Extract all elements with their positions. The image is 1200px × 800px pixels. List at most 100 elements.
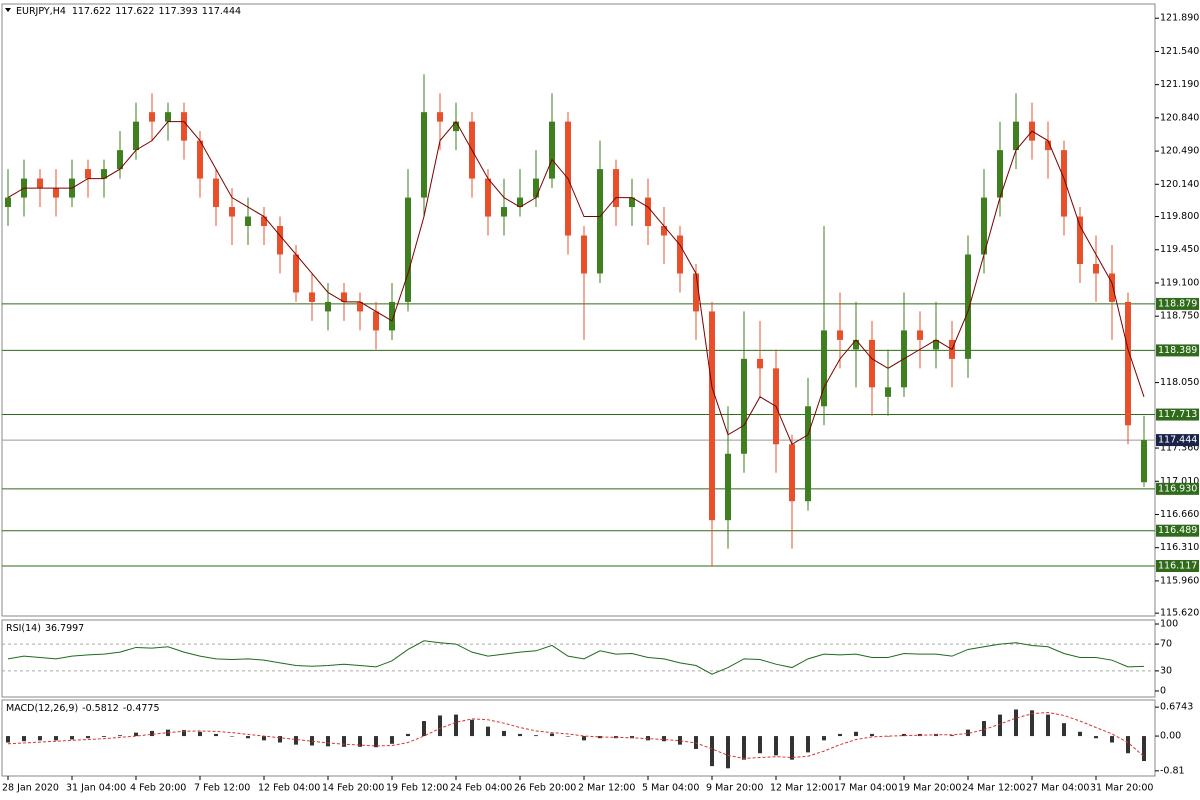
candle-body: [149, 112, 155, 122]
macd-bar: [710, 736, 714, 767]
rsi-line: [7, 640, 1145, 675]
x-tick-label: 12 Feb 04:00: [258, 783, 320, 794]
macd-bar: [486, 726, 490, 737]
x-tick-label: 26 Feb 20:00: [514, 783, 576, 794]
candle-body: [85, 169, 91, 179]
candle-body: [997, 150, 1003, 198]
macd-bar: [198, 731, 202, 737]
signal-line: [7, 711, 1145, 759]
candle-body: [1109, 273, 1115, 302]
macd-bar: [790, 736, 794, 760]
macd-bar: [102, 736, 106, 737]
indicator-name: MACD(12,26,9): [6, 703, 78, 714]
x-tick-label: 17 Mar 04:00: [834, 783, 897, 794]
candle-body: [917, 330, 923, 340]
x-tick-label: 28 Jan 2020: [2, 783, 59, 794]
x-tick-label: 14 Feb 20:00: [322, 783, 384, 794]
candle-body: [245, 216, 251, 227]
y-tick-label: 70: [1160, 639, 1172, 650]
macd-bar: [1126, 736, 1130, 754]
macd-bar: [902, 733, 906, 737]
y-tick-label: 119.100: [1160, 277, 1199, 288]
candle-body: [261, 216, 267, 227]
macd-bar: [886, 736, 890, 737]
macd-bar: [1062, 723, 1066, 737]
candle-body: [629, 197, 635, 208]
macd-bar: [342, 736, 346, 747]
macd-bar: [134, 732, 138, 737]
indicator-title: RSI(14) 36.7997: [6, 623, 84, 634]
macd-bar: [294, 736, 298, 745]
candle-body: [437, 112, 443, 122]
candle-body: [165, 112, 171, 122]
candle-body: [325, 301, 331, 312]
candle-body: [309, 292, 315, 302]
y-tick-label: 121.890: [1160, 13, 1199, 24]
macd-bar: [758, 736, 762, 754]
tenkan-line: [7, 120, 1145, 445]
candle-body: [101, 169, 107, 179]
candle-body: [293, 254, 299, 293]
macd-bar: [54, 736, 58, 741]
macd-bar: [358, 736, 362, 747]
level-label-box: [1156, 482, 1199, 495]
macd-bar: [1046, 714, 1050, 737]
macd-bar: [534, 735, 538, 737]
x-tick-label: 31 Mar 20:00: [1090, 783, 1153, 794]
macd-bar: [998, 714, 1002, 737]
candle-body: [229, 207, 235, 217]
y-tick-label: 116.660: [1160, 509, 1199, 520]
candle-body: [133, 121, 139, 151]
macd-bar: [822, 736, 826, 741]
x-tick-label: 24 Mar 12:00: [962, 783, 1025, 794]
y-tick-label: 115.620: [1160, 608, 1199, 619]
macd-bar: [806, 736, 810, 753]
x-tick-label: 5 Mar 04:00: [642, 783, 699, 794]
header-value: 117.444: [202, 6, 241, 17]
candle-body: [181, 112, 187, 141]
header-triangle: [5, 8, 11, 12]
x-tick-label: 4 Feb 20:00: [130, 783, 186, 794]
candle-body: [741, 358, 747, 454]
macd-bar: [230, 736, 234, 737]
macd-bar: [1014, 709, 1018, 737]
macd-bar: [1094, 736, 1098, 739]
level-label: 116.117: [1158, 560, 1197, 571]
candle-body: [533, 178, 539, 198]
level-label-box: [1156, 524, 1199, 537]
macd-bar: [470, 719, 474, 737]
macd-bar: [214, 733, 218, 737]
candle-body: [981, 197, 987, 255]
candle-body: [661, 226, 667, 236]
y-tick-label: 117.010: [1160, 476, 1199, 487]
candle-body: [1141, 440, 1147, 483]
candle-body: [549, 121, 555, 179]
x-tick-label: 12 Mar 12:00: [770, 783, 833, 794]
candle-body: [805, 406, 811, 502]
macd-bar: [374, 736, 378, 748]
candle-body: [405, 197, 411, 302]
candle-body: [1013, 121, 1019, 151]
candle-body: [5, 197, 11, 208]
macd-bar: [150, 730, 154, 737]
y-tick-label: 120.840: [1160, 112, 1199, 123]
candle-body: [1093, 263, 1099, 274]
level-label-box: [1156, 344, 1199, 357]
level-label: 117.713: [1158, 409, 1197, 420]
candle-body: [869, 339, 875, 388]
candle-body: [693, 273, 699, 312]
candle-body: [53, 188, 59, 198]
indicator-value: 36.7997: [45, 623, 84, 634]
macd-bar: [262, 736, 266, 741]
candle-body: [645, 197, 651, 227]
y-tick-label: 121.540: [1160, 46, 1199, 57]
macd-bar: [854, 731, 858, 737]
macd-bar: [838, 733, 842, 737]
y-tick-label: 119.450: [1160, 244, 1199, 255]
macd-bar: [1030, 710, 1034, 737]
macd-bar: [22, 736, 26, 742]
x-tick-label: 27 Mar 04:00: [1026, 783, 1089, 794]
macd-bar: [38, 736, 42, 741]
y-tick-label: 117.360: [1160, 443, 1199, 454]
